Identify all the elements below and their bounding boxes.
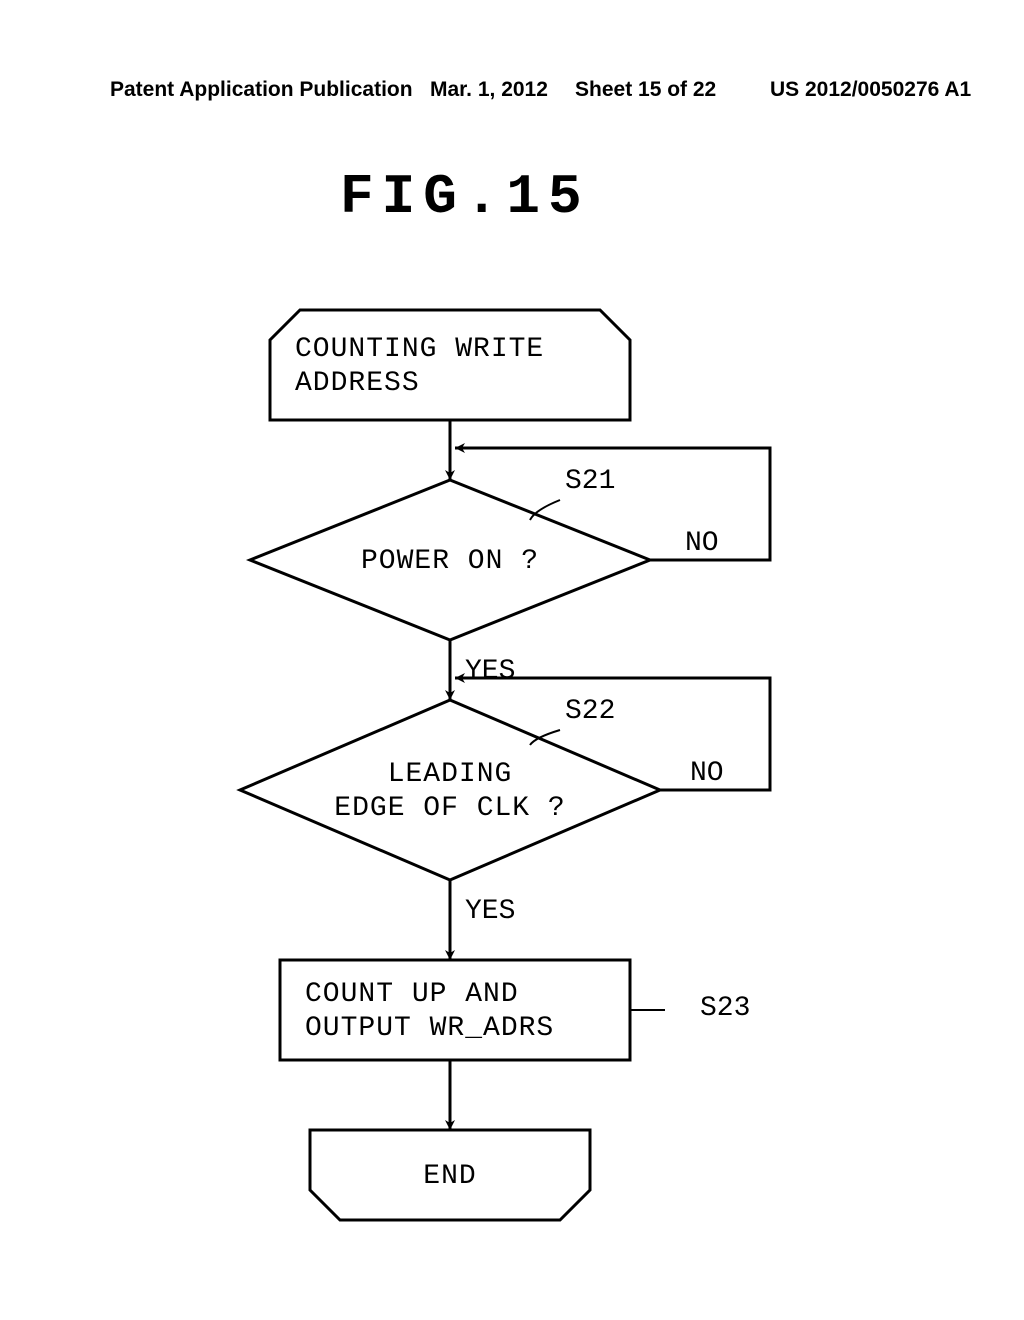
flowchart-svg: COUNTING WRITEADDRESS POWER ON ? LEADINGED… bbox=[0, 0, 1024, 1320]
edge-label: NO bbox=[685, 528, 719, 559]
node-text-s21: POWER ON ? bbox=[361, 546, 539, 577]
step-label-s23: S23 bbox=[700, 993, 750, 1024]
edge bbox=[455, 448, 770, 560]
node-text-s22: LEADING bbox=[388, 759, 513, 790]
edge-label: YES bbox=[465, 896, 515, 927]
step-label-s21: S21 bbox=[565, 466, 615, 497]
edge-label: YES bbox=[465, 656, 515, 687]
node-s23 bbox=[280, 960, 630, 1060]
node-text-s23: COUNT UP AND bbox=[305, 979, 519, 1010]
node-text-s22: EDGE OF CLK ? bbox=[334, 793, 565, 824]
step-label-s22: S22 bbox=[565, 696, 615, 727]
node-s22 bbox=[240, 700, 660, 880]
edge-label: NO bbox=[690, 758, 724, 789]
node-start bbox=[270, 310, 630, 420]
node-text-end: END bbox=[423, 1161, 476, 1192]
node-text-start: ADDRESS bbox=[295, 368, 420, 399]
node-text-s23: OUTPUT WR_ADRS bbox=[305, 1013, 554, 1044]
node-text-start: COUNTING WRITE bbox=[295, 334, 544, 365]
